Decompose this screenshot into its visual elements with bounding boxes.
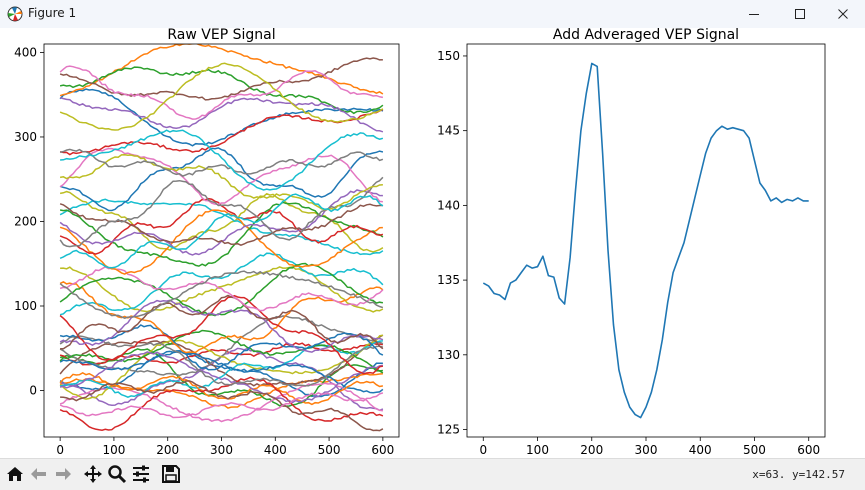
trial-line (60, 129, 384, 191)
averaged-signal-line (482, 62, 809, 419)
trial-line (59, 376, 384, 431)
trial-line (59, 372, 384, 406)
axes-title: Add Adveraged VEP Signal (553, 28, 739, 43)
window-title: Figure 1 (28, 6, 77, 20)
x-tick-label: 0 (479, 443, 487, 457)
minimize-icon (749, 14, 759, 15)
x-tick-label: 400 (264, 443, 287, 457)
trial-line (59, 382, 384, 423)
x-tick-label: 300 (635, 443, 658, 457)
trial-line (59, 62, 384, 131)
x-tick-label: 400 (689, 443, 712, 457)
back-button[interactable] (27, 462, 51, 486)
y-tick-label: 400 (14, 45, 37, 59)
trial-line (59, 147, 384, 212)
trial-line (59, 351, 383, 404)
trial-line (59, 65, 384, 120)
trial-line (59, 350, 384, 394)
trial-line (59, 201, 384, 267)
back-icon (31, 468, 46, 480)
trial-line (59, 281, 384, 354)
y-tick-label: 300 (14, 130, 37, 144)
pan-icon (84, 465, 102, 483)
trial-line (60, 294, 384, 350)
trial-line (59, 108, 384, 156)
navigation-toolbar: x=63. y=142.57 (0, 458, 865, 490)
home-icon (7, 467, 23, 481)
axes-2: Add Adveraged VEP Signal 0 100 200 300 400 500… (437, 27, 826, 457)
trial-line (59, 154, 383, 211)
close-icon (838, 9, 848, 19)
cursor-coordinates: x=63. y=142.57 (752, 468, 845, 481)
x-tick-label: 0 (56, 443, 64, 457)
maximize-icon (795, 9, 805, 19)
trial-line (59, 262, 384, 317)
configure-subplots-button[interactable] (129, 462, 153, 486)
save-button[interactable] (159, 462, 183, 486)
minimize-button[interactable] (732, 0, 776, 28)
forward-icon (56, 468, 71, 480)
trial-line (59, 148, 384, 177)
trial-line (59, 392, 384, 419)
matplotlib-icon (7, 6, 23, 22)
y-tick-label: 135 (437, 273, 460, 287)
y-tick-label: 150 (437, 49, 460, 63)
axes-frame (466, 43, 826, 438)
y-tick-label: 140 (437, 198, 460, 212)
trial-line (59, 96, 384, 133)
pan-button[interactable] (81, 462, 105, 486)
y-tick-label: 130 (437, 348, 460, 362)
x-tick-label: 600 (797, 443, 820, 457)
x-tick-label: 500 (743, 443, 766, 457)
maximize-button[interactable] (778, 0, 822, 28)
trial-line (59, 209, 383, 275)
x-tick-label: 300 (210, 443, 233, 457)
save-icon (162, 465, 180, 483)
trial-line (59, 335, 384, 387)
y-tick-label: 0 (29, 384, 37, 398)
y-tick-label: 200 (14, 214, 37, 228)
trial-line (59, 198, 384, 256)
x-tick-label: 200 (580, 443, 603, 457)
close-button[interactable] (821, 0, 865, 28)
y-tick-label: 145 (437, 124, 460, 138)
trial-line (59, 88, 384, 147)
trial-line (60, 380, 384, 432)
trial-line (60, 265, 384, 313)
trial-line (59, 270, 384, 320)
y-tick-label: 100 (14, 299, 37, 313)
x-tick-label: 100 (102, 443, 125, 457)
zoom-button[interactable] (105, 462, 129, 486)
x-tick-label: 500 (318, 443, 341, 457)
y-tick-label: 125 (437, 423, 460, 437)
x-tick-label: 200 (156, 443, 179, 457)
trial-line (59, 252, 384, 316)
forward-button[interactable] (51, 462, 75, 486)
axes-1: Raw VEP Signal 0 100 200 300 400 500 600 0 100 200… (14, 27, 400, 457)
axes-frame (43, 43, 400, 438)
configure-subplots-icon (133, 465, 149, 483)
raw-traces (59, 44, 384, 432)
figure-canvas[interactable]: Raw VEP Signal 0 100 200 300 400 500 600 0 100 200… (0, 27, 865, 458)
trial-line (59, 66, 384, 115)
trial-line (59, 176, 384, 248)
axes-title: Raw VEP Signal (167, 28, 275, 43)
title-bar: Figure 1 (0, 0, 865, 29)
zoom-icon (108, 465, 127, 484)
x-tick-label: 100 (526, 443, 549, 457)
home-button[interactable] (3, 462, 27, 486)
x-tick-label: 600 (371, 443, 394, 457)
figure-svg: Raw VEP Signal 0 100 200 300 400 500 600 0 100 200… (14, 27, 826, 457)
trial-line (59, 193, 384, 269)
trial-line (59, 294, 384, 375)
trial-line (59, 299, 384, 353)
